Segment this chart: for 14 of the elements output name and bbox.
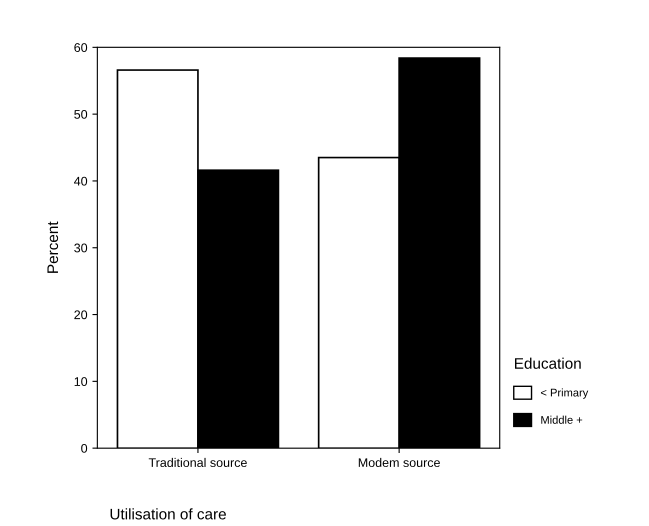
y-axis-title: Percent bbox=[47, 222, 58, 273]
x-tick-label: Traditional source bbox=[148, 458, 247, 468]
y-tick-label: 50 bbox=[74, 110, 88, 119]
y-tick-label: 30 bbox=[74, 244, 88, 252]
x-tick-label: Modem source bbox=[358, 458, 440, 468]
legend-label: < Primary bbox=[540, 388, 588, 399]
y-tick-label: 20 bbox=[74, 310, 88, 320]
x-axis-title: Utilisation of care bbox=[110, 508, 226, 520]
legend-title: Education bbox=[515, 358, 581, 369]
y-tick-label: 0 bbox=[81, 444, 88, 453]
y-tick-label: 40 bbox=[74, 176, 88, 186]
y-tick-label: 60 bbox=[74, 43, 88, 52]
legend-label: Middle + bbox=[541, 416, 582, 424]
y-tick-label: 10 bbox=[74, 377, 88, 386]
